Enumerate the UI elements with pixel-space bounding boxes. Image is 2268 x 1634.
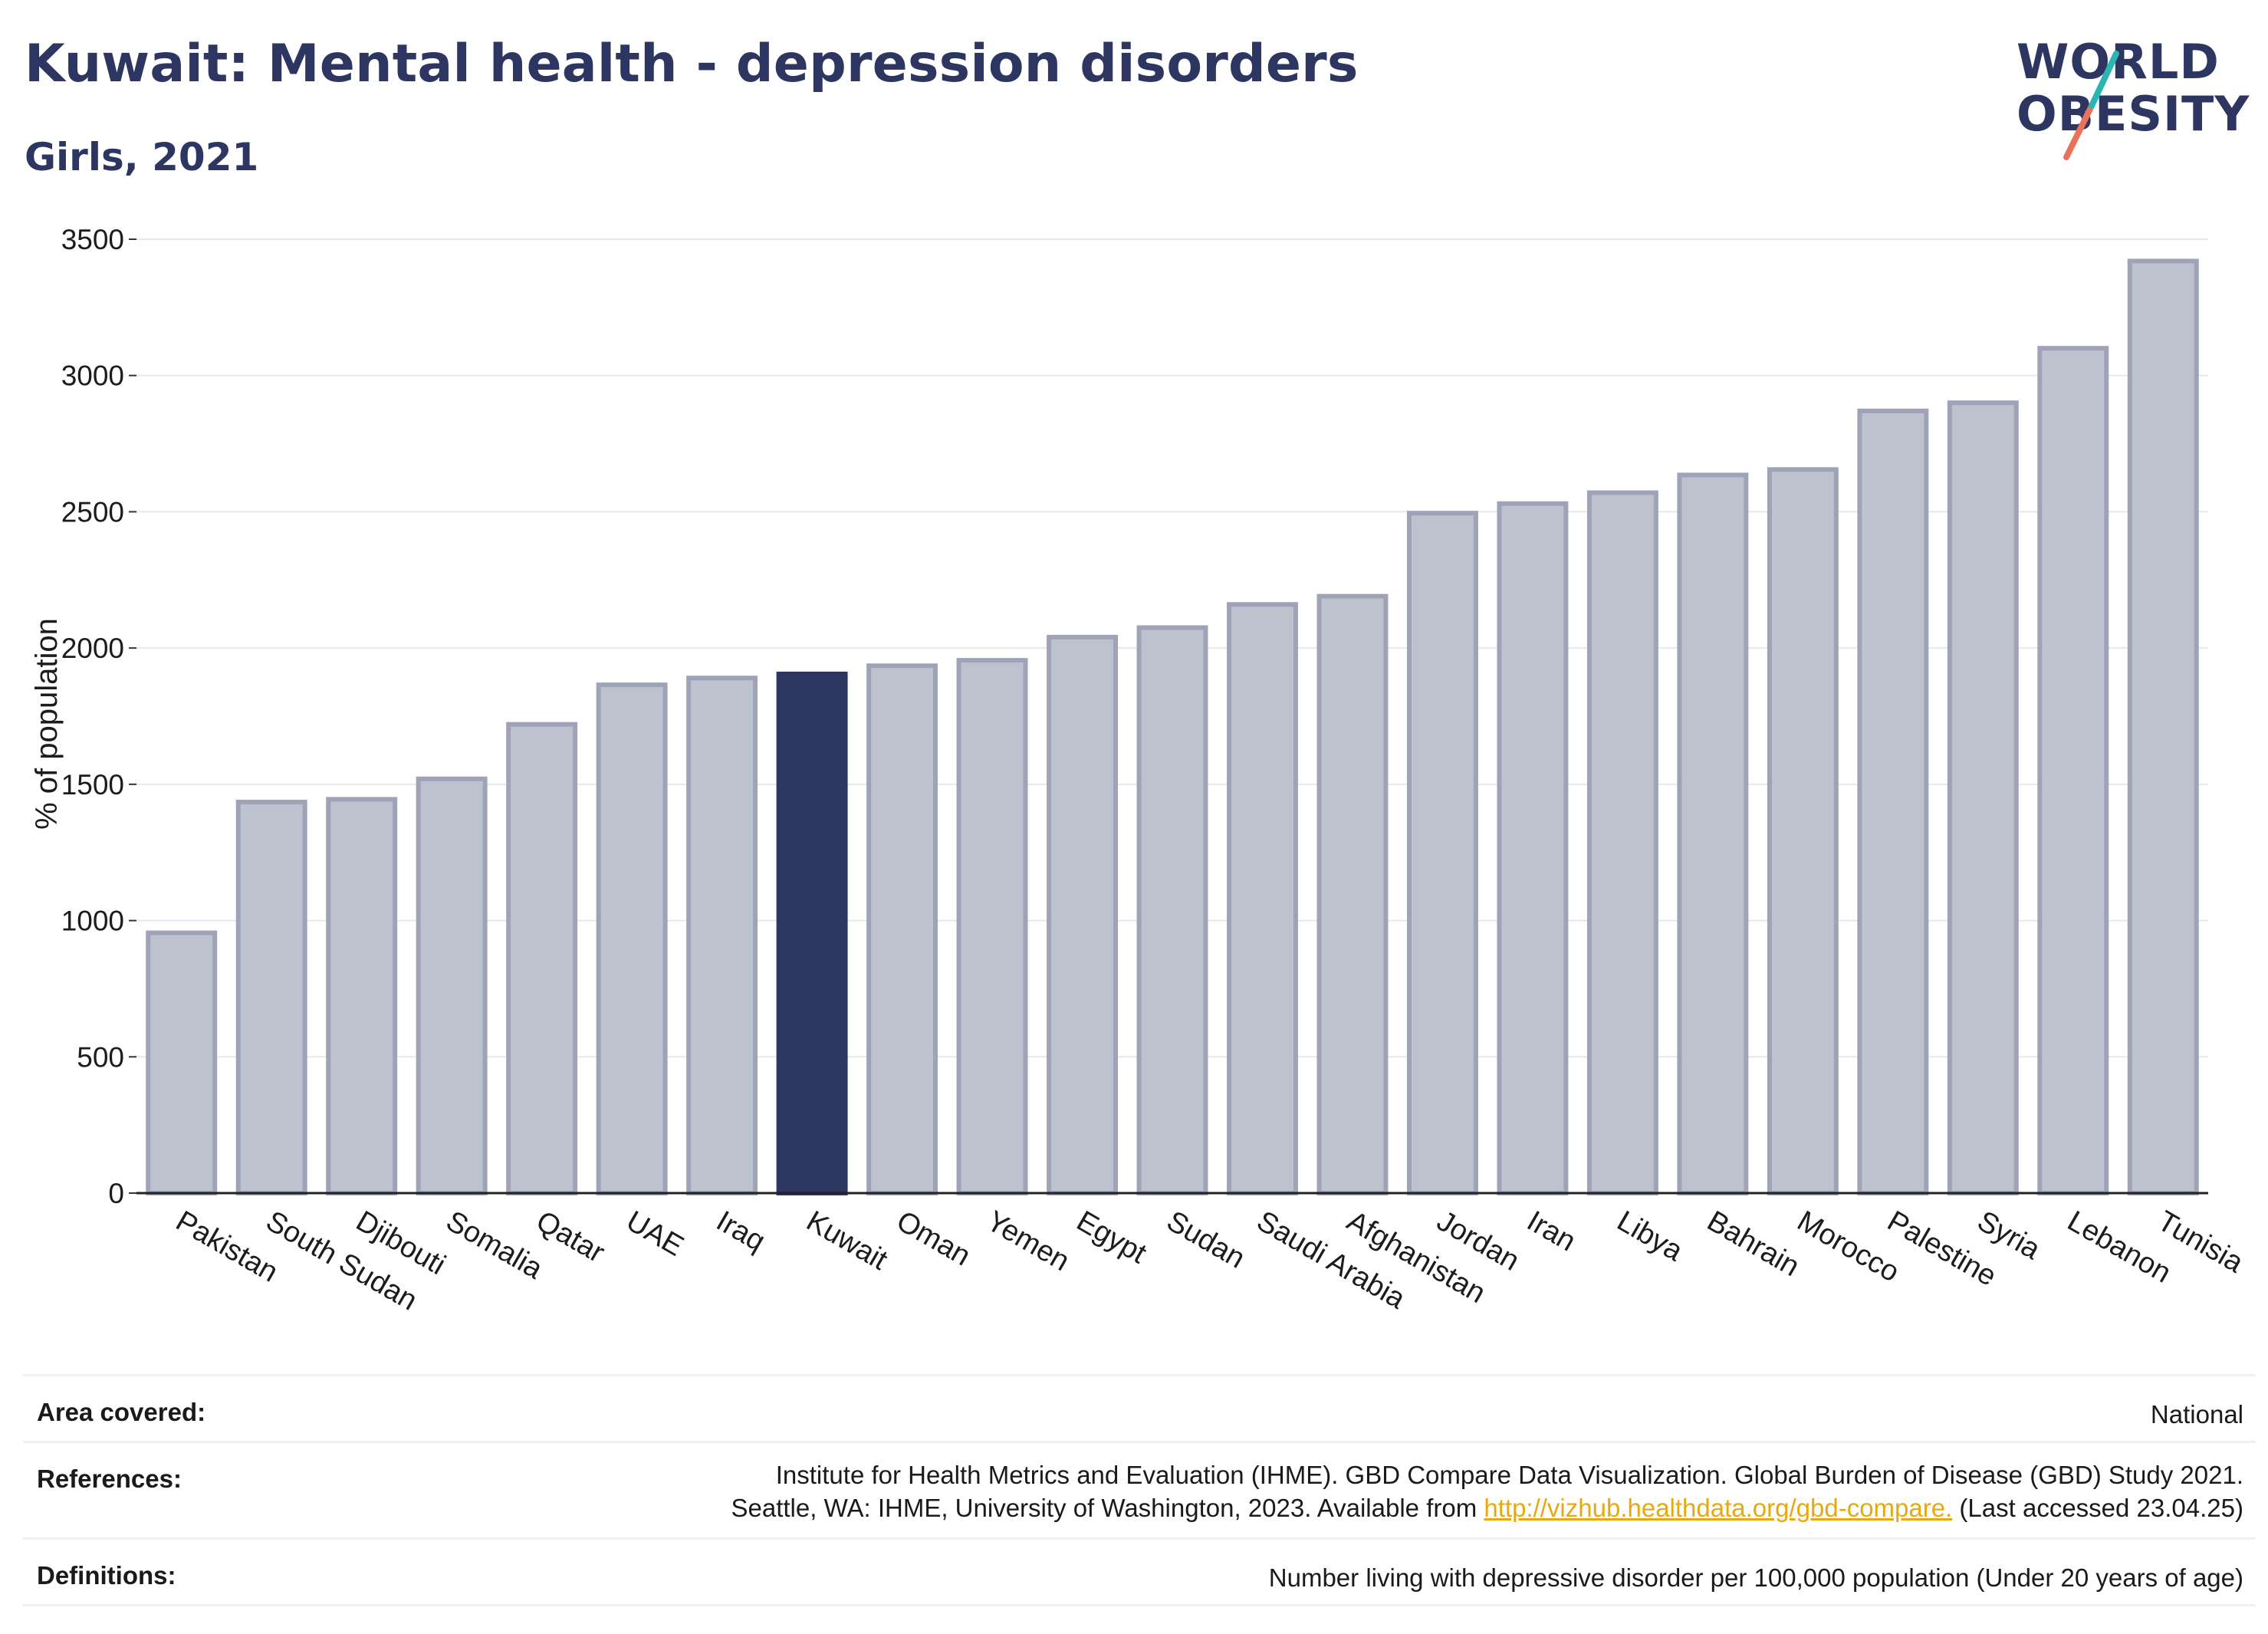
x-tick-label: Egypt: [1071, 1205, 1152, 1270]
bar-libya: [1586, 490, 1658, 1195]
bar-qatar: [506, 722, 578, 1195]
x-tick-label: Iraq: [711, 1205, 771, 1258]
bar-tunisia: [2127, 258, 2199, 1195]
references-label: References:: [37, 1465, 182, 1493]
x-tick-label: Oman: [891, 1205, 976, 1272]
x-tick-label: Libya: [1612, 1205, 1688, 1267]
x-tick-label: Lebanon: [2062, 1205, 2176, 1289]
bar-jordan: [1406, 511, 1478, 1195]
x-tick-label: Yemen: [981, 1205, 1075, 1277]
references-line-2: Seattle, WA: IHME, University of Washing…: [731, 1491, 2244, 1524]
references-line-2-text: Seattle, WA: IHME, University of Washing…: [731, 1494, 1484, 1522]
bar-syria: [1947, 400, 2019, 1195]
y-tick-label: 3500: [61, 224, 124, 255]
chart-title: Kuwait: Mental health - depression disor…: [25, 34, 1359, 94]
references-line-2-tail: (Last accessed 23.04.25): [1952, 1494, 2243, 1522]
definitions-value: Number living with depressive disorder p…: [1268, 1563, 2243, 1592]
x-tick-label: Kuwait: [801, 1205, 893, 1277]
bar-yemen: [956, 658, 1028, 1195]
bar-south-sudan: [235, 799, 307, 1195]
bar-iran: [1497, 501, 1569, 1195]
bar-somalia: [416, 776, 488, 1195]
area-covered-label: Area covered:: [37, 1398, 206, 1426]
bar-oman: [866, 663, 938, 1195]
x-tick-label: Bahrain: [1701, 1205, 1804, 1283]
logo-line-2: OBESITY: [2017, 86, 2250, 142]
bar-chart: 0 500 1000 1500 2000 2500 3000 3500 PakistanSou…: [30, 224, 2249, 1317]
x-tick-label: Sudan: [1162, 1205, 1251, 1274]
y-tick-label: 1000: [61, 906, 124, 937]
x-tick-label: Iran: [1521, 1205, 1581, 1258]
bar-iraq: [686, 676, 758, 1195]
area-covered-row: Area covered: National: [23, 1374, 2256, 1441]
references-link[interactable]: http://vizhub.healthdata.org/gbd-compare…: [1484, 1494, 1953, 1522]
references-line-1: Institute for Health Metrics and Evaluat…: [775, 1461, 2243, 1489]
x-tick-label: UAE: [621, 1205, 689, 1262]
footer-table: Area covered: National References: Insti…: [23, 1374, 2256, 1606]
x-tick-label: South Sudan: [261, 1205, 422, 1317]
y-tick-label: 0: [108, 1178, 124, 1209]
y-axis-label: % of population: [30, 618, 64, 830]
bars: [146, 258, 2199, 1196]
x-tick-label: Morocco: [1792, 1205, 1905, 1288]
logo-line-1: WORLD: [2017, 34, 2220, 90]
x-tick-label: Somalia: [441, 1205, 549, 1285]
y-axis-ticks: 0 500 1000 1500 2000 2500 3000 3500: [61, 224, 136, 1209]
y-tick-label: 3000: [61, 360, 124, 392]
bar-uae: [596, 682, 668, 1195]
y-tick-label: 500: [77, 1041, 124, 1073]
bar-morocco: [1767, 467, 1839, 1195]
bar-egypt: [1047, 634, 1118, 1195]
definitions-label: Definitions:: [37, 1561, 176, 1590]
bar-djibouti: [326, 797, 398, 1196]
world-obesity-logo: WORLD OBESITY: [2009, 31, 2254, 165]
bar-kuwait: [776, 671, 848, 1195]
y-tick-label: 1500: [61, 769, 124, 801]
y-tick-label: 2000: [61, 633, 124, 664]
x-tick-label: Pakistan: [170, 1205, 283, 1288]
bar-afghanistan: [1316, 593, 1389, 1195]
bar-sudan: [1136, 625, 1208, 1195]
bar-saudi-arabia: [1227, 602, 1298, 1195]
bar-palestine: [1857, 408, 1929, 1195]
bar-bahrain: [1677, 472, 1749, 1195]
area-covered-value: National: [2150, 1400, 2243, 1429]
y-tick-label: 2500: [61, 496, 124, 528]
references-value: Institute for Health Metrics and Evaluat…: [731, 1458, 2244, 1524]
chart-subtitle: Girls, 2021: [25, 135, 259, 179]
logo-slash-icon: [2063, 51, 2119, 160]
bar-pakistan: [146, 930, 218, 1195]
references-row: References: Institute for Health Metrics…: [23, 1441, 2256, 1537]
bar-lebanon: [2037, 346, 2109, 1196]
definitions-row: Definitions: Number living with depressi…: [23, 1537, 2256, 1606]
